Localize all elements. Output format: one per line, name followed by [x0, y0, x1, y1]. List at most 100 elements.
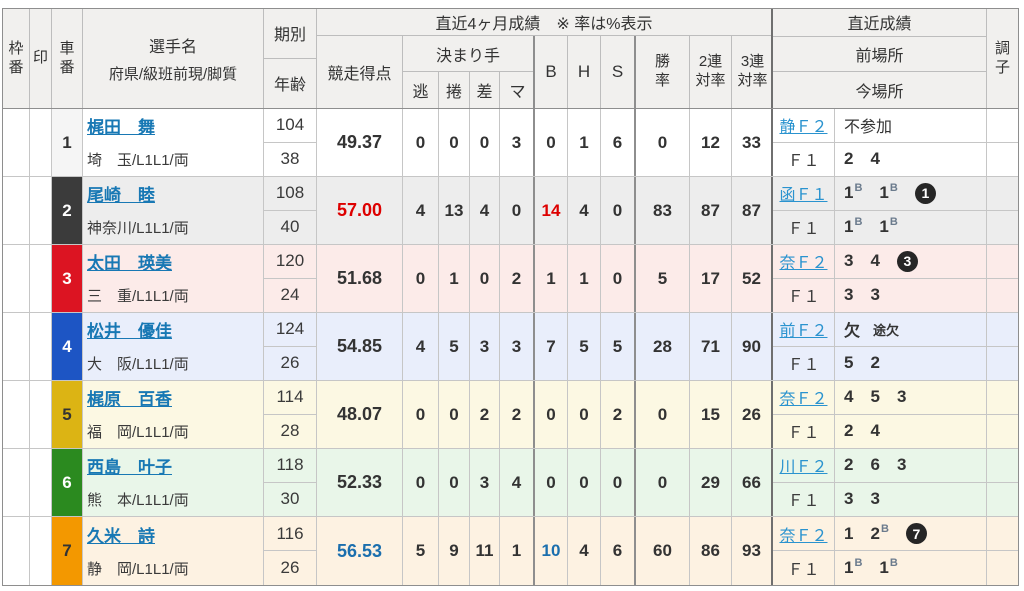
rider-name-link[interactable]: 太田 瑛美 — [87, 254, 172, 274]
kimarite-mark: 3 — [500, 313, 535, 380]
race-score: 57.00 — [317, 177, 403, 244]
result-value: 3 — [844, 285, 854, 305]
current-results: 2 4 — [835, 415, 986, 449]
prev-venue-link[interactable]: 前Ｆ２ — [779, 323, 828, 341]
term-age-cell: 124 26 — [264, 313, 317, 380]
mark-cell — [30, 313, 52, 380]
car-number: 7 — [52, 517, 83, 585]
quinella3-rate: 93 — [732, 517, 773, 585]
rider-profile: 大 阪/L1L1/両 — [87, 355, 189, 373]
term-value: 118 — [264, 449, 316, 483]
kimarite-sashi: 2 — [470, 381, 500, 448]
current-venue: Ｆ１ — [787, 289, 820, 307]
current-results: 1B 1B — [835, 551, 986, 585]
condition-cell — [987, 313, 1018, 380]
prev-venue-link[interactable]: 静Ｆ２ — [779, 119, 828, 137]
rider-name-link[interactable]: 松井 優佳 — [87, 322, 172, 342]
kimarite-nige: 4 — [403, 313, 439, 380]
kimarite-sashi: 0 — [470, 245, 500, 312]
venue-cell: 川Ｆ２ Ｆ１ — [773, 449, 835, 516]
kimarite-mark: 4 — [500, 449, 535, 516]
rider-cell: 松井 優佳 大 阪/L1L1/両 — [83, 313, 264, 380]
age-value: 26 — [280, 558, 300, 577]
prev-venue-link[interactable]: 奈Ｆ２ — [779, 527, 828, 545]
mark-cell — [30, 517, 52, 585]
header-term-age: 期別 年齢 — [264, 9, 317, 108]
condition-cell — [987, 109, 1018, 176]
prev-results: 2 6 3 — [835, 449, 986, 483]
header-cur-place: 今場所 — [855, 84, 904, 102]
quinella2-rate: 71 — [690, 313, 732, 380]
b-count: 1 — [535, 245, 568, 312]
current-venue: Ｆ１ — [787, 153, 820, 171]
b-count: 14 — [535, 177, 568, 244]
seed-badge: 3 — [896, 250, 918, 272]
kimarite-makuri: 0 — [439, 381, 470, 448]
header-kimarite-nige: 逃 — [403, 72, 439, 108]
condition-cell — [987, 381, 1018, 448]
venue-cell: 奈Ｆ２ Ｆ１ — [773, 245, 835, 312]
b-count: 7 — [535, 313, 568, 380]
b-superscript: B — [854, 182, 863, 195]
rider-cell: 梶原 百香 福 岡/L1L1/両 — [83, 381, 264, 448]
results-cell: 3 4 3 3 3 — [835, 245, 987, 312]
result-value: 3 — [896, 387, 907, 407]
mark-cell — [30, 245, 52, 312]
s-count: 2 — [601, 381, 636, 448]
venue-cell: 奈Ｆ２ Ｆ１ — [773, 517, 835, 585]
header-recent4-group: 直近4ヶ月成績 ※ 率は%表示 競走得点 決まり手 逃 捲 差 マ B H S … — [317, 9, 773, 108]
rider-name-link[interactable]: 久米 詩 — [87, 526, 155, 546]
rider-name-link[interactable]: 梶田 舞 — [87, 118, 155, 138]
prev-venue-link[interactable]: 川Ｆ２ — [779, 459, 828, 477]
win-rate: 0 — [636, 449, 690, 516]
current-results: 3 3 — [835, 279, 986, 313]
header-kimarite-group: 決まり手 逃 捲 差 マ — [403, 36, 535, 108]
results-cell: 1B 1B 1 1B 1B — [835, 177, 987, 244]
frame-number-cell — [3, 313, 30, 380]
prev-results: 不参加 — [835, 109, 986, 143]
seed-badge: 1 — [914, 182, 936, 204]
kimarite-mark: 2 — [500, 245, 535, 312]
term-age-cell: 116 26 — [264, 517, 317, 585]
kimarite-sashi: 3 — [470, 313, 500, 380]
header-race-score: 競走得点 — [317, 36, 403, 108]
kimarite-nige: 0 — [403, 449, 439, 516]
car-number: 3 — [52, 245, 83, 312]
frame-number-cell — [3, 245, 30, 312]
race-score: 56.53 — [317, 517, 403, 585]
prev-venue-link[interactable]: 函Ｆ１ — [779, 187, 828, 205]
table-row: 5 梶原 百香 福 岡/L1L1/両 114 28 48.07 0 0 2 2 … — [3, 381, 1018, 449]
header-b: B — [535, 36, 568, 108]
results-cell: 不参加 2 4 — [835, 109, 987, 176]
prev-results: 3 4 3 — [835, 245, 986, 279]
quinella2-rate: 86 — [690, 517, 732, 585]
kimarite-mark: 1 — [500, 517, 535, 585]
term-value: 114 — [264, 381, 316, 415]
venue-cell: 前Ｆ２ Ｆ１ — [773, 313, 835, 380]
quinella2-rate: 29 — [690, 449, 732, 516]
result-value: 2 — [844, 455, 854, 475]
prev-venue-link[interactable]: 奈Ｆ２ — [779, 391, 828, 409]
current-venue: Ｆ１ — [787, 562, 820, 579]
frame-number-cell — [3, 109, 30, 176]
result-value: 1B — [879, 182, 898, 203]
condition-cell — [987, 449, 1018, 516]
rider-name-link[interactable]: 西島 叶子 — [87, 458, 172, 478]
result-value: 3 — [870, 285, 880, 305]
b-count: 0 — [535, 449, 568, 516]
rider-name-link[interactable]: 尾崎 睦 — [87, 186, 155, 206]
result-value: 1 — [844, 523, 854, 543]
term-age-cell: 118 30 — [264, 449, 317, 516]
quinella2-rate: 87 — [690, 177, 732, 244]
condition-cell — [987, 245, 1018, 312]
b-superscript: B — [854, 216, 863, 229]
result-value: 6 — [870, 455, 880, 475]
rider-name-link[interactable]: 梶原 百香 — [87, 390, 172, 410]
quinella3-rate: 33 — [732, 109, 773, 176]
term-value: 108 — [264, 177, 316, 211]
prev-venue-link[interactable]: 奈Ｆ２ — [779, 255, 828, 273]
table-header: 枠 番 印 車 番 選手名 府県/級班前現/脚質 期別 年齢 直近4ヶ月成績 ※… — [3, 9, 1018, 109]
result-value: 3 — [844, 251, 854, 271]
kimarite-nige: 0 — [403, 245, 439, 312]
s-count: 6 — [601, 517, 636, 585]
